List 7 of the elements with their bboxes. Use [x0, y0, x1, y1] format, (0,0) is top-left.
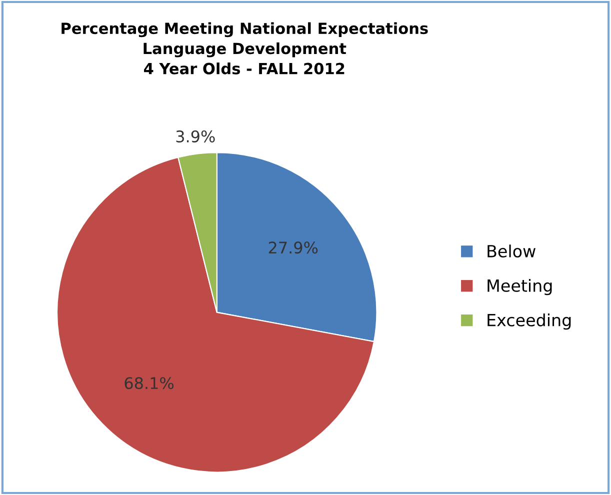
chart-title: Percentage Meeting National Expectations Language Development 4 Year Olds - FALL 2012	[62, 22, 428, 74]
data-label: 27.9%	[268, 242, 318, 254]
data-label: 3.9%	[176, 130, 215, 142]
data-label: 68.1%	[124, 377, 174, 390]
legend-label: Exceeding	[488, 314, 571, 330]
legend-label: Below	[488, 244, 536, 258]
legend-label: Meeting	[488, 279, 552, 296]
